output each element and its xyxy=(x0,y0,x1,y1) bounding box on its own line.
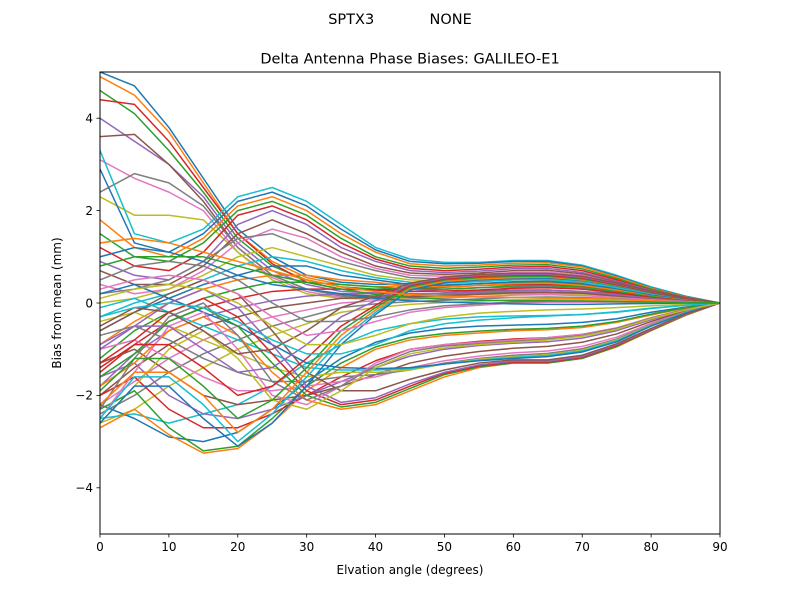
x-tick-label: 40 xyxy=(368,540,383,554)
series-line-63 xyxy=(100,256,720,304)
series-line-32 xyxy=(100,302,720,454)
x-tick-label: 70 xyxy=(575,540,590,554)
series-line-35 xyxy=(100,302,720,420)
series-layer xyxy=(100,72,720,454)
y-axis-label: Bias from mean (mm) xyxy=(50,237,64,368)
y-tick-label: −2 xyxy=(75,389,93,403)
y-tick-label: −4 xyxy=(75,481,93,495)
series-line-60 xyxy=(100,302,720,355)
x-tick-label: 20 xyxy=(230,540,245,554)
series-line-31 xyxy=(100,302,720,443)
series-line-56 xyxy=(100,272,720,355)
y-tick-label: 0 xyxy=(85,296,93,310)
x-tick-label: 80 xyxy=(643,540,658,554)
x-tick-label: 0 xyxy=(96,540,104,554)
y-tick-label: 2 xyxy=(85,204,93,218)
x-tick-label: 10 xyxy=(161,540,176,554)
series-line-40 xyxy=(100,297,720,371)
series-line-59 xyxy=(100,283,720,346)
y-axis: −4 −2 0 2 4 xyxy=(75,112,100,495)
series-line-44 xyxy=(100,297,720,406)
series-line-48 xyxy=(100,302,720,411)
figure-suptitle: SPTX3 NONE xyxy=(328,12,472,28)
chart-title: Delta Antenna Phase Biases: GALILEO-E1 xyxy=(260,52,559,68)
x-tick-label: 50 xyxy=(437,540,452,554)
x-tick-label: 90 xyxy=(712,540,727,554)
series-line-33 xyxy=(100,302,720,452)
y-tick-label: 4 xyxy=(85,112,93,126)
series-line-12 xyxy=(100,195,720,304)
x-axis-label: Elvation angle (degrees) xyxy=(337,563,484,577)
series-line-62 xyxy=(100,237,720,304)
series-line-61 xyxy=(100,246,720,306)
series-line-11 xyxy=(100,168,720,304)
x-tick-label: 30 xyxy=(299,540,314,554)
x-tick-label: 60 xyxy=(506,540,521,554)
series-line-39 xyxy=(100,302,720,378)
series-line-13 xyxy=(100,200,720,304)
series-line-10 xyxy=(100,149,720,304)
series-line-54 xyxy=(100,274,720,397)
x-axis: 0 10 20 30 40 50 60 70 80 90 xyxy=(96,534,728,554)
